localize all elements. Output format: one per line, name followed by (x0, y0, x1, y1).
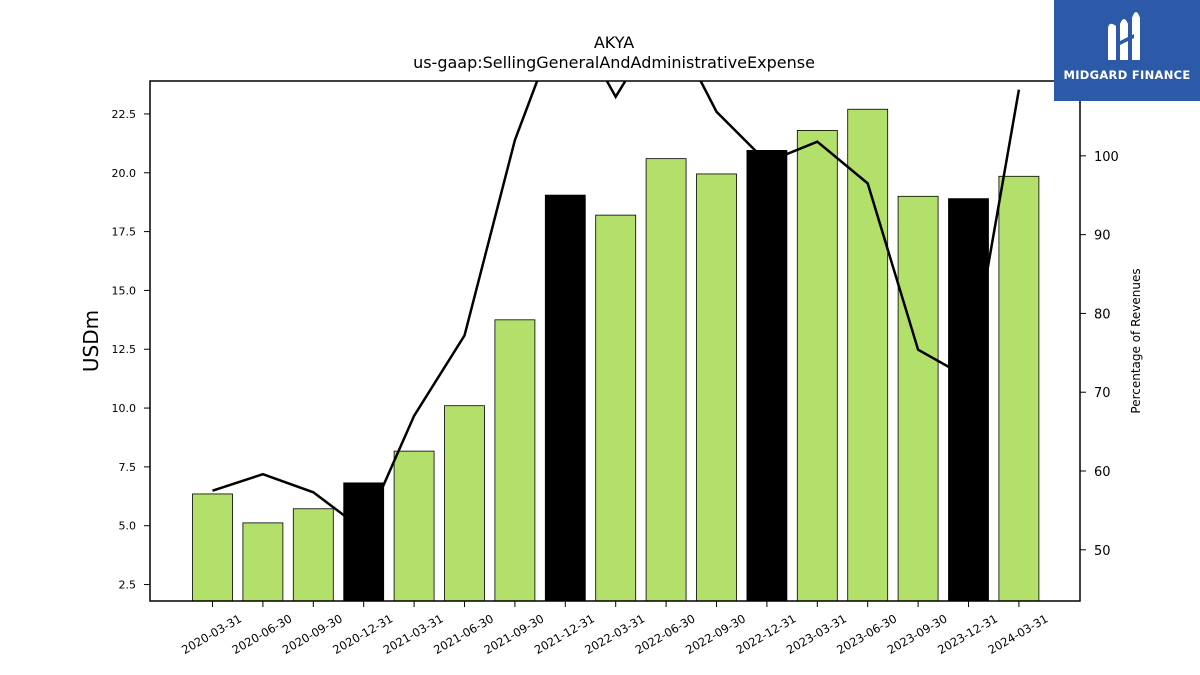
y2-tick-label: 100 (1094, 150, 1119, 165)
y2-tick-label: 80 (1094, 307, 1111, 322)
bar-2021-09-30 (494, 319, 536, 602)
bar-2023-12-31 (948, 198, 989, 602)
bar-2020-09-30 (292, 508, 334, 602)
y-tick-label: 20.0 (112, 167, 137, 180)
y-tick-label: 10.0 (112, 402, 137, 415)
x-axis: 2020-03-312020-06-302020-09-302020-12-31… (179, 601, 1050, 657)
y-tick-label: 7.5 (119, 461, 137, 474)
bar-2020-06-30 (242, 522, 284, 602)
bar-2022-03-31 (595, 214, 637, 602)
y-axis: 2.5 5.0 7.5 10.0 12.5 15.0 17.5 20.0 22.5 (112, 108, 150, 592)
bar-2021-03-31 (393, 450, 435, 602)
y-axis-label: USDm (79, 310, 103, 372)
logo-text: MIDGARD FINANCE (1063, 68, 1191, 82)
bar-2021-06-30 (444, 405, 485, 602)
bars-group (192, 108, 1040, 602)
y2-tick-label: 50 (1094, 544, 1111, 559)
y-tick-label: 17.5 (112, 226, 137, 239)
line-group (212, 81, 1021, 533)
bar-2024-03-31 (998, 175, 1040, 602)
y2-tick-label: 70 (1094, 386, 1111, 401)
bar-2020-03-31 (192, 493, 233, 602)
plot-frame (149, 80, 1081, 602)
midgard-logo-icon (1108, 12, 1140, 60)
y2-tick-label: 60 (1094, 465, 1111, 480)
bar-2023-03-31 (796, 130, 838, 602)
y-tick-label: 5.0 (119, 520, 137, 533)
bar-2021-12-31 (544, 194, 586, 602)
bar-2023-06-30 (847, 108, 889, 602)
bar-2022-12-31 (746, 150, 788, 602)
y2-axis-label: Percentage of Revenues (1129, 268, 1143, 413)
midgard-finance-logo: MIDGARD FINANCE (1054, 0, 1200, 101)
bar-2023-09-30 (897, 195, 939, 602)
bar-2022-06-30 (645, 158, 687, 602)
chart-subtitle: us-gaap:SellingGeneralAndAdministrativeE… (413, 53, 815, 72)
y-tick-label: 15.0 (112, 284, 137, 297)
y-tick-label: 12.5 (112, 343, 137, 356)
y-tick-label: 22.5 (112, 108, 137, 121)
y2-axis: 50 60 70 80 90 100 (1080, 150, 1119, 559)
percentage-line (212, 81, 1021, 533)
y-tick-label: 2.5 (119, 579, 137, 592)
bar-2022-09-30 (696, 173, 737, 602)
chart-title: AKYA (594, 33, 634, 52)
y2-tick-label: 90 (1094, 229, 1111, 244)
